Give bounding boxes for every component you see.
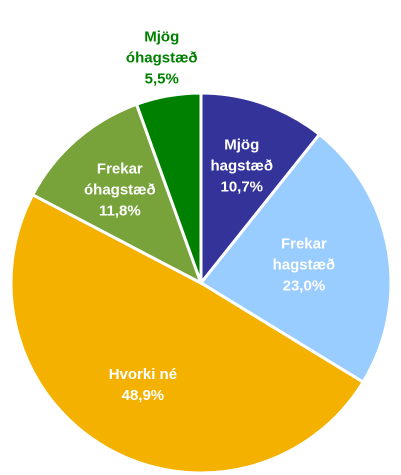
slice-value: 10,7% bbox=[220, 178, 264, 196]
pie-slice bbox=[199, 91, 322, 288]
pie-slice bbox=[134, 91, 203, 284]
slice-label: Hvorki né 48,9% bbox=[98, 364, 188, 406]
slice-label: Mjög hagstæð 10,7% bbox=[197, 135, 287, 198]
pie-slice bbox=[198, 132, 393, 385]
pie-slice bbox=[30, 102, 204, 287]
slice-name: Hvorki né bbox=[108, 366, 178, 384]
slice-name: Frekar hagstæð bbox=[272, 235, 336, 274]
slice-name: Frekar óhagstæð bbox=[84, 160, 156, 199]
slice-value: 5,5% bbox=[144, 70, 179, 88]
slice-label: Frekar hagstæð 23,0% bbox=[259, 233, 349, 296]
pie-slice bbox=[9, 192, 366, 475]
slice-label: Frekar óhagstæð 11,8% bbox=[75, 158, 165, 221]
slice-value: 11,8% bbox=[98, 202, 141, 220]
slice-value: 23,0% bbox=[282, 277, 326, 295]
slice-label: Mjög óhagstæð 5,5% bbox=[117, 27, 207, 90]
slice-value: 48,9% bbox=[121, 387, 165, 405]
slice-name: Mjög hagstæð bbox=[210, 136, 274, 175]
slice-name: Mjög óhagstæð bbox=[125, 28, 198, 67]
